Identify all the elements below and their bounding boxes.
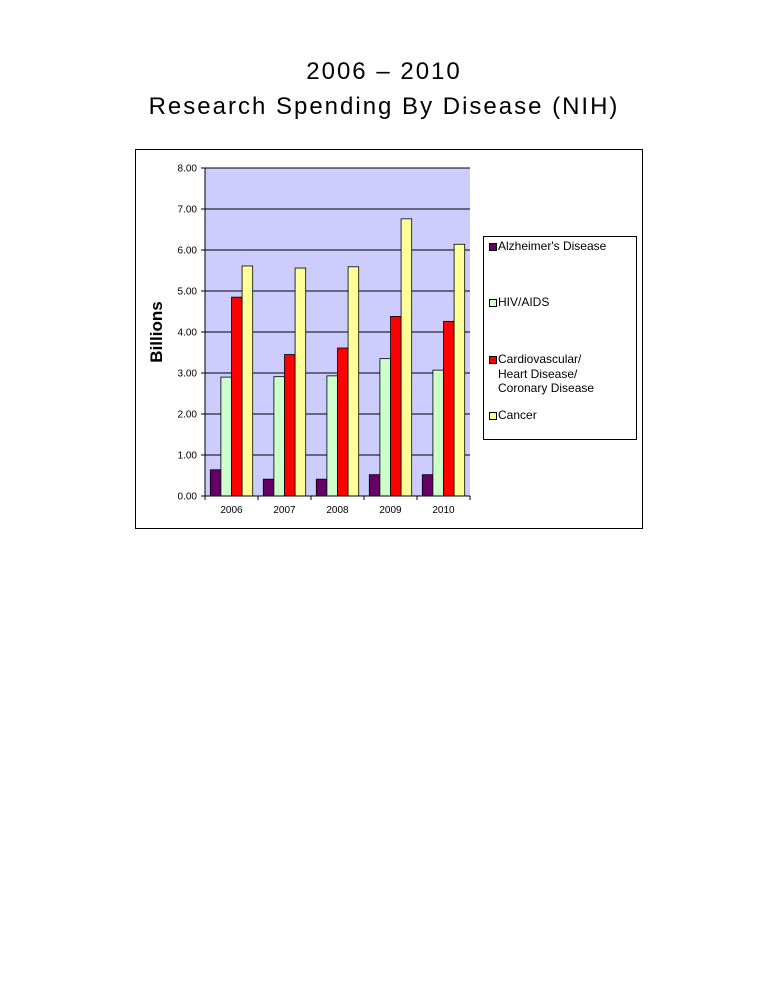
bar [453,243,466,497]
bar [262,478,275,497]
legend-item-alzheimers: Alzheimer's Disease [489,239,633,254]
y-tick-label: 5.00 [178,287,198,298]
y-tick-label: 8.00 [178,164,198,175]
legend-item-hiv-aids: HIV/AIDS [489,295,633,310]
y-tick-label: 2.00 [178,410,198,421]
x-tick-labels: 2006 2007 2008 2009 2010 [220,505,455,516]
x-tick-label: 2010 [432,505,455,516]
bar-chart: 0.00 1.00 2.00 3.00 4.00 5.00 6.00 7.00 8.00 200… [147,164,471,516]
bar [443,320,455,497]
legend-item-cardiovascular: Cardiovascular/ Heart Disease/ Coronary … [489,352,633,396]
bar [231,296,243,497]
bar [241,265,254,497]
x-tick-label: 2009 [379,505,402,516]
bar [400,218,413,497]
y-axis-title: Billions [147,301,166,362]
page-title-line-1: 2006 – 2010 [306,58,462,85]
y-tick-label: 0.00 [178,492,198,503]
legend-label-cancer: Cancer [498,408,537,422]
y-tick-label: 4.00 [178,328,198,339]
chart-legend: Alzheimer's Disease HIV/AIDS Cardiovascu… [483,236,637,440]
bar [379,358,391,497]
bar [347,266,360,497]
chart-frame: 0.00 1.00 2.00 3.00 4.00 5.00 6.00 7.00 8.00 200… [135,149,643,529]
page-title-line-2: Research Spending By Disease (NIH) [148,93,620,120]
bar [390,316,402,497]
legend-swatch-alzheimers [489,243,497,251]
bar [273,376,285,497]
axes [201,167,471,500]
legend-swatch-cancer [489,412,497,420]
legend-label-cardiovascular: Cardiovascular/ Heart Disease/ Coronary … [498,352,595,395]
bar [432,369,444,497]
bar [209,469,222,497]
legend-label-alzheimers: Alzheimer's Disease [498,239,607,253]
bar [315,478,328,497]
bar [421,474,434,497]
legend-item-cancer: Cancer [489,408,633,423]
y-tick-label: 7.00 [178,205,198,216]
legend-swatch-cardiovascular [489,356,497,364]
bar [368,474,381,497]
legend-label-hiv-aids: HIV/AIDS [498,295,550,309]
bar [294,267,307,497]
x-tick-label: 2007 [273,505,296,516]
bar [337,347,349,497]
x-tick-label: 2008 [326,505,349,516]
y-tick-label: 3.00 [178,369,198,380]
bar [284,354,296,497]
bar [326,375,338,497]
x-tick-label: 2006 [220,505,243,516]
bar [220,376,232,497]
y-tick-labels: 0.00 1.00 2.00 3.00 4.00 5.00 6.00 7.00 8.00 [178,164,198,503]
bars [209,218,466,497]
y-tick-label: 6.00 [178,246,198,257]
legend-swatch-hiv-aids [489,299,497,307]
y-tick-label: 1.00 [178,451,198,462]
